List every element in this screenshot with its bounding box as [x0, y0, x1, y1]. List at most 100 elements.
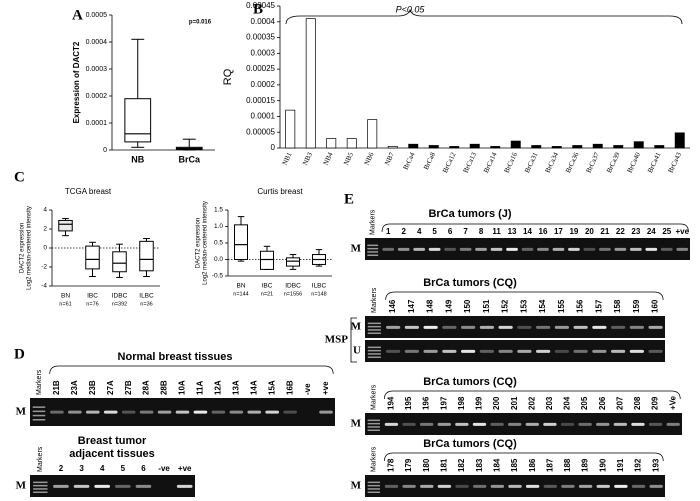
band — [490, 422, 504, 426]
lane-label: 23A — [70, 380, 79, 395]
lane-label: 209 — [651, 396, 660, 410]
x-tick-label: NB4 — [322, 151, 335, 167]
gel-title: Breast tumor — [78, 435, 147, 447]
box — [85, 245, 100, 270]
marker-band — [367, 491, 380, 493]
lane-label: 200 — [492, 396, 501, 410]
lane-label: 189 — [581, 458, 590, 472]
band — [508, 422, 522, 426]
band — [648, 422, 663, 426]
lane-label: 2 — [401, 227, 406, 236]
lane-label: 192 — [634, 458, 643, 472]
lane-label: 19 — [569, 227, 578, 236]
bar — [408, 143, 419, 149]
y-tick-label: 0 — [271, 143, 276, 152]
bar — [469, 143, 480, 149]
y-axis-label: Log2 median-centered intensity — [203, 201, 209, 285]
band — [402, 484, 416, 488]
bar — [654, 145, 665, 149]
marker-band — [367, 322, 381, 325]
lane-bracket — [384, 390, 681, 400]
x-tick-label: ILBC — [312, 283, 327, 290]
y-tick-label: 4 — [43, 207, 47, 214]
band — [525, 484, 540, 488]
bar — [551, 146, 562, 149]
band — [568, 247, 580, 251]
x-tick-label: BN — [61, 293, 70, 300]
band — [498, 325, 513, 329]
bar — [449, 146, 460, 149]
lane-label: 3 — [79, 464, 84, 473]
band — [631, 484, 646, 488]
band — [459, 247, 472, 251]
lane-label: 17 — [554, 227, 563, 236]
lane-label: 198 — [457, 396, 466, 410]
marker-band — [32, 406, 46, 408]
x-tick-label: BrCa12 — [441, 151, 458, 175]
bar — [285, 109, 296, 149]
box — [260, 250, 274, 270]
band — [573, 325, 588, 329]
y-tick-label: 0.00045 — [246, 1, 275, 10]
marker-band — [32, 419, 46, 421]
lane-label: 4 — [417, 227, 422, 236]
lane-label: 202 — [527, 396, 536, 410]
y-tick-label: 0.0001 — [86, 120, 108, 127]
lane-label: 148 — [426, 299, 435, 313]
band — [578, 484, 593, 488]
lane-label: Markers — [36, 369, 43, 395]
x-tick-label: ILBC — [139, 293, 154, 300]
x-tick-label: IBC — [262, 283, 273, 290]
lane-label: 13A — [231, 380, 240, 395]
band — [442, 325, 457, 329]
band — [437, 484, 452, 488]
lane-label: 157 — [594, 299, 603, 313]
bar — [592, 143, 603, 149]
bar — [326, 138, 337, 149]
x-tick-label: BrCa16 — [503, 151, 520, 175]
band — [521, 247, 534, 251]
marker-band — [367, 329, 381, 331]
marker-band — [367, 422, 380, 425]
lane-label: 14A — [249, 380, 258, 395]
lane-label: 13 — [508, 227, 517, 236]
x-sublabel: n=61 — [59, 301, 71, 307]
lane-bracket — [49, 365, 334, 375]
marker-band — [33, 488, 48, 490]
x-tick-label: BrCa41 — [646, 151, 663, 175]
row-label: M — [351, 480, 362, 492]
band — [578, 422, 592, 426]
band — [94, 484, 111, 488]
x-tick-label: BrCa39 — [605, 151, 622, 175]
bar — [633, 141, 644, 149]
gel — [365, 340, 665, 362]
lane-label: 6 — [141, 464, 146, 473]
x-tick-label: NB — [131, 154, 144, 164]
lane-label: 21B — [52, 380, 61, 395]
band — [666, 422, 680, 426]
lane-label: 199 — [475, 396, 484, 410]
lane-label: 16B — [285, 380, 294, 395]
x-tick-label: IDBC — [112, 293, 128, 300]
band — [265, 410, 280, 414]
band — [517, 325, 532, 329]
lane-label: 28A — [142, 380, 151, 395]
band — [676, 247, 689, 251]
band — [490, 484, 505, 488]
lane-label: 155 — [557, 299, 566, 313]
lane-label: 186 — [528, 458, 537, 472]
lane-label: 203 — [545, 396, 554, 410]
side-label: MSP — [325, 334, 349, 346]
x-tick-label: BrCa36 — [564, 151, 581, 175]
x-tick-label: BrCa40 — [626, 151, 643, 175]
lane-label: +Ve — [668, 395, 677, 410]
band — [53, 484, 69, 488]
x-sublabel: n=392 — [112, 301, 127, 307]
lane-label: 149 — [444, 299, 453, 313]
lane-label: 20 — [585, 227, 594, 236]
marker-band — [367, 356, 381, 358]
y-tick-label: 0.0003 — [86, 66, 108, 73]
band — [629, 247, 642, 251]
y-tick-label: 0.0001 — [251, 112, 276, 121]
lane-label: 11A — [196, 381, 205, 395]
